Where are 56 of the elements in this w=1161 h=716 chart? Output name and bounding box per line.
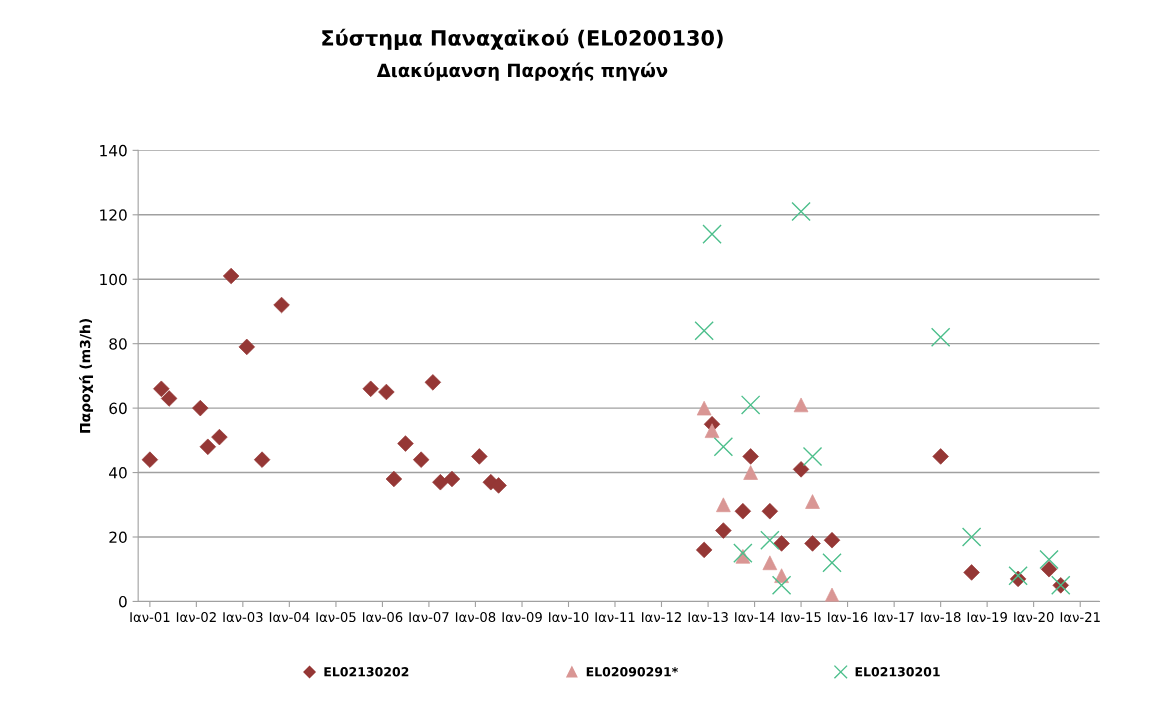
point — [961, 527, 982, 547]
point — [412, 451, 430, 468]
x-tick-label: Ιαν-04 — [269, 612, 310, 623]
x-tick-label: Ιαν-11 — [595, 612, 635, 623]
y-tick-label: 80 — [109, 338, 127, 350]
x-tick-label: Ιαν-13 — [688, 612, 728, 623]
x-tick-label: Ιαν-07 — [409, 612, 449, 623]
x-tick-label: Ιαν-02 — [176, 612, 216, 623]
x-tick-label: Ιαν-18 — [921, 612, 961, 623]
x-tick-label: Ιαν-21 — [1060, 612, 1100, 623]
point — [378, 383, 395, 401]
y-axis-title: Παροχή (m3/h) — [79, 319, 94, 433]
x-tick-label: Ιαν-03 — [223, 612, 263, 623]
x-tick-label: Ιαν-15 — [781, 612, 821, 623]
x-tick-label: Ιαν-12 — [642, 612, 681, 623]
point — [733, 543, 753, 563]
point — [823, 532, 841, 549]
point — [740, 395, 761, 415]
point — [1008, 565, 1028, 586]
point — [702, 224, 722, 244]
x-tick-label: Ιαν-20 — [1014, 612, 1054, 623]
legend-label: EL02090291* — [586, 667, 678, 677]
y-tick-label: 40 — [109, 467, 127, 479]
point — [1039, 549, 1059, 570]
x-tick-label: Ιαν-16 — [828, 612, 868, 623]
y-tick-label: 0 — [119, 595, 127, 608]
y-tick-label: 20 — [109, 531, 127, 544]
x-tick-label: Ιαν-19 — [967, 612, 1007, 623]
x-tick-label: Ιαν-10 — [549, 612, 589, 623]
point — [791, 201, 811, 222]
point — [771, 575, 792, 596]
point — [192, 399, 209, 417]
point — [1040, 561, 1058, 578]
point — [713, 437, 734, 457]
point — [822, 553, 842, 573]
chart-subtitle: Διακύμανση Παροχής πηγών — [376, 62, 668, 81]
x-tick-label: Ιαν-14 — [735, 612, 775, 623]
point — [760, 530, 780, 550]
point — [743, 465, 758, 480]
x-tick-label: Ιαν-06 — [362, 612, 403, 623]
point — [802, 446, 823, 467]
x-tick-label: Ιαν-09 — [502, 612, 542, 623]
point — [273, 296, 290, 314]
legend-label: EL02130202 — [324, 667, 409, 677]
legend-label: EL02130201 — [855, 667, 940, 677]
x-tick-label: Ιαν-05 — [316, 612, 356, 623]
y-tick-label: 140 — [100, 144, 127, 157]
point — [930, 327, 951, 347]
y-tick-label: 120 — [100, 209, 127, 221]
y-tick-label: 100 — [100, 273, 127, 286]
x-tick-label: Ιαν-17 — [874, 612, 914, 623]
y-tick-label: 60 — [109, 402, 127, 415]
point — [694, 321, 714, 341]
x-tick-label: Ιαν-01 — [130, 612, 170, 623]
chart-title: Σύστημα Παναχαϊκού (EL0200130) — [322, 28, 723, 50]
x-tick-label: Ιαν-08 — [455, 612, 496, 623]
